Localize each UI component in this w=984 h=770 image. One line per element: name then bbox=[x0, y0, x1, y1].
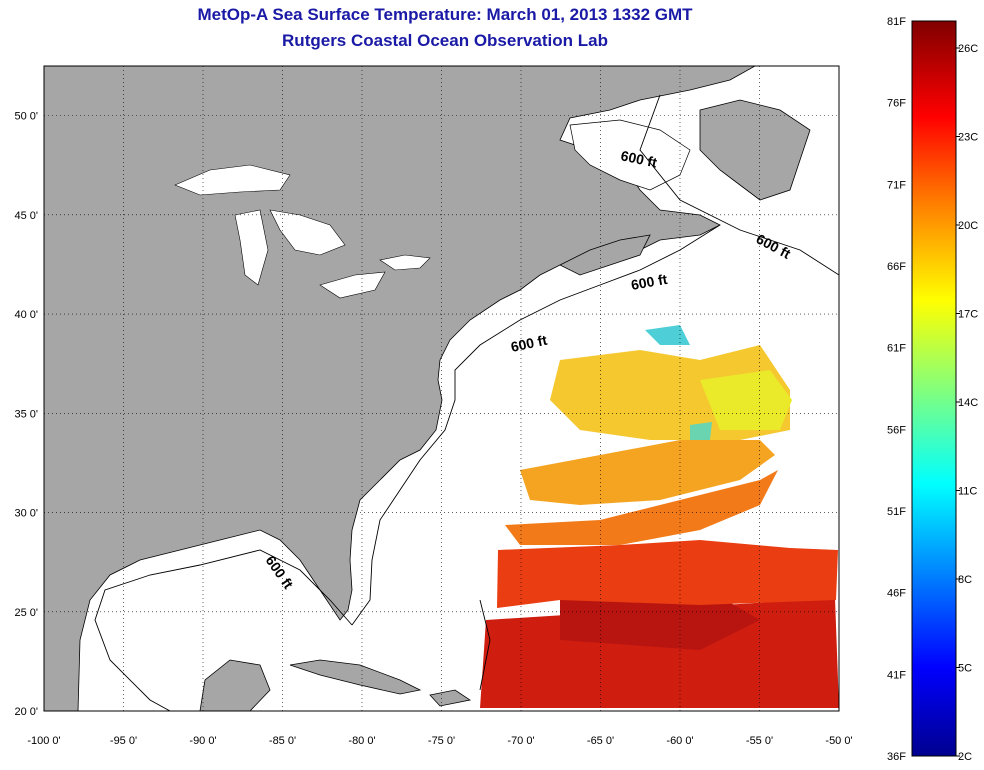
longitude-tick-label: -60 0' bbox=[666, 735, 693, 747]
depth-contour-600ft bbox=[94, 94, 839, 711]
colorbar-fahrenheit-label: 61F bbox=[887, 343, 906, 355]
colorbar-fahrenheit-label: 81F bbox=[887, 16, 906, 28]
longitude-tick-label: -85 0' bbox=[269, 735, 296, 747]
contour-label: 600 ft bbox=[630, 271, 669, 293]
cuba bbox=[289, 659, 422, 695]
newfoundland bbox=[699, 99, 811, 201]
colorbar-celsius-labels: 26C 23C 20C 17C 14C 11C 8C 5C 2C bbox=[956, 43, 978, 763]
grid-lines bbox=[44, 66, 839, 711]
colorbar-celsius-label: 17C bbox=[958, 309, 978, 321]
colorbar-fahrenheit-label: 76F bbox=[887, 98, 906, 110]
colorbar-celsius-label: 8C bbox=[958, 574, 972, 586]
sst-orange-band bbox=[505, 470, 778, 545]
latitude-tick-label: 20 0' bbox=[14, 706, 38, 718]
longitude-tick-label: -70 0' bbox=[507, 735, 534, 747]
longitude-tick-label: -65 0' bbox=[587, 735, 614, 747]
sst-yellow-patch bbox=[700, 370, 792, 430]
map-subtitle: Rutgers Coastal Ocean Observation Lab bbox=[282, 31, 608, 50]
contour-label: 600 ft bbox=[509, 332, 548, 355]
sst-amber-band bbox=[520, 440, 775, 505]
great-lakes bbox=[174, 164, 431, 299]
latitude-tick-label: 25 0' bbox=[14, 607, 38, 619]
map-title: MetOp-A Sea Surface Temperature: March 0… bbox=[197, 5, 693, 24]
longitude-tick-label: -55 0' bbox=[746, 735, 773, 747]
colorbar-celsius-label: 26C bbox=[958, 43, 978, 55]
sst-cool-patch bbox=[690, 422, 712, 440]
colorbar-celsius-label: 23C bbox=[958, 132, 978, 144]
nova-scotia bbox=[559, 234, 651, 276]
colorbar-fahrenheit-label: 41F bbox=[887, 669, 906, 681]
latitude-tick-label: 40 0' bbox=[14, 309, 38, 321]
colorbar-fahrenheit-label: 36F bbox=[887, 751, 906, 763]
colorbar-fahrenheit-label: 66F bbox=[887, 261, 906, 273]
colorbar-fahrenheit-label: 71F bbox=[887, 179, 906, 191]
longitude-tick-label: -90 0' bbox=[189, 735, 216, 747]
latitude-tick-label: 50 0' bbox=[14, 111, 38, 123]
latitude-tick-label: 35 0' bbox=[14, 408, 38, 420]
colorbar-fahrenheit-label: 56F bbox=[887, 424, 906, 436]
longitude-axis: -100 0' -95 0' -90 0' -85 0' -80 0' -75 0' -70… bbox=[27, 735, 852, 747]
colorbar-fahrenheit-label: 46F bbox=[887, 588, 906, 600]
latitude-tick-label: 30 0' bbox=[14, 508, 38, 520]
map-frame bbox=[43, 65, 840, 712]
contour-label: 600 ft bbox=[619, 147, 658, 170]
sst-mid-band bbox=[497, 540, 838, 608]
gulf-of-st-lawrence bbox=[569, 119, 691, 191]
longitude-tick-label: -75 0' bbox=[428, 735, 455, 747]
longitude-tick-label: -100 0' bbox=[27, 735, 60, 747]
sst-cool-patch bbox=[645, 325, 690, 345]
sst-data-layer bbox=[480, 325, 839, 708]
colorbar bbox=[911, 20, 957, 757]
latitude-tick-label: 45 0' bbox=[14, 210, 38, 222]
colorbar-celsius-label: 14C bbox=[958, 397, 978, 409]
longitude-tick-label: -80 0' bbox=[348, 735, 375, 747]
longitude-tick-label: -95 0' bbox=[110, 735, 137, 747]
colorbar-fahrenheit-label: 51F bbox=[887, 506, 906, 518]
land-layer bbox=[44, 66, 811, 711]
colorbar-celsius-label: 5C bbox=[958, 663, 972, 675]
hispaniola bbox=[429, 689, 472, 707]
colorbar-celsius-label: 20C bbox=[958, 220, 978, 232]
latitude-axis: 20 0' 25 0' 30 0' 35 0' 40 0' 45 0' 50 0' bbox=[14, 111, 38, 718]
yucatan bbox=[199, 659, 271, 711]
colorbar-celsius-label: 2C bbox=[958, 751, 972, 763]
longitude-tick-label: -50 0' bbox=[825, 735, 852, 747]
colorbar-fahrenheit-labels: 81F 76F 71F 66F 61F 56F 51F 46F 41F 36F bbox=[887, 16, 906, 763]
colorbar-celsius-label: 11C bbox=[958, 486, 977, 498]
